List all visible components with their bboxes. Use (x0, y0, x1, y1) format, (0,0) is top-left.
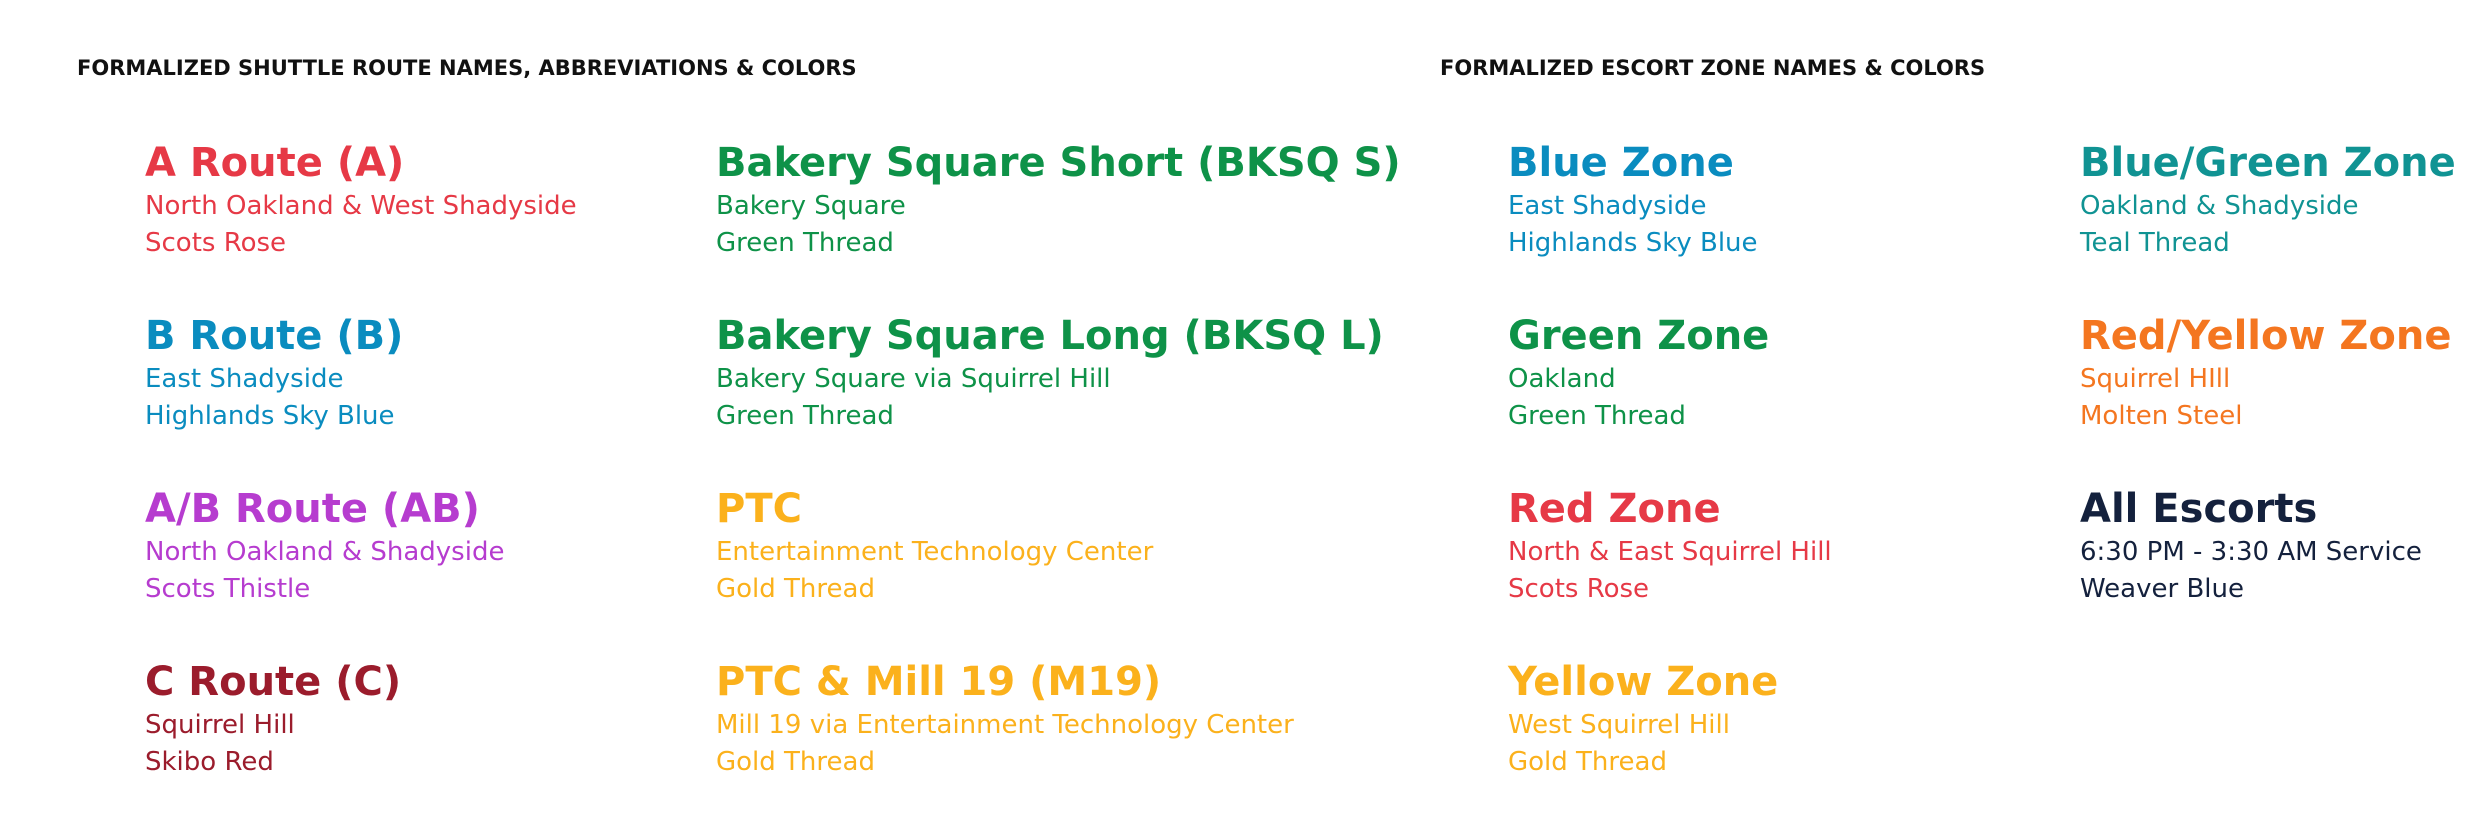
route-name: Bakery Square Long (BKSQ L) (716, 313, 1384, 359)
route-entry-bksq-s: Bakery Square Short (BKSQ S) Bakery Squa… (716, 138, 1401, 262)
route-name: C Route (C) (145, 659, 402, 705)
zone-name: All Escorts (2080, 486, 2318, 532)
zone-entry-blue: Blue Zone East Shadyside Highlands Sky B… (1508, 138, 1758, 262)
route-color-name: Gold Thread (716, 747, 875, 777)
zone-area: Oakland & Shadyside (2080, 191, 2359, 221)
zone-entry-red: Red Zone North & East Squirrel Hill Scot… (1508, 484, 1832, 608)
zone-area: Oakland (1508, 364, 1616, 394)
route-entry-ab: A/B Route (AB) North Oakland & Shadyside… (145, 484, 504, 608)
route-color-name: Gold Thread (716, 574, 875, 604)
zone-color-name: Scots Rose (1508, 574, 1650, 604)
zone-entry-yellow: Yellow Zone West Squirrel Hill Gold Thre… (1508, 657, 1778, 781)
route-area: North Oakland & West Shadyside (145, 191, 577, 221)
escort-section-heading: FORMALIZED ESCORT ZONE NAMES & COLORS (1440, 56, 1986, 80)
route-color-name: Scots Rose (145, 228, 287, 258)
route-name: PTC & Mill 19 (M19) (716, 659, 1162, 705)
zone-entry-blue-green: Blue/Green Zone Oakland & Shadyside Teal… (2080, 138, 2456, 262)
route-color-name: Green Thread (716, 228, 894, 258)
route-area: Squirrel Hill (145, 710, 295, 740)
route-area: Entertainment Technology Center (716, 537, 1154, 567)
route-area: Bakery Square via Squirrel Hill (716, 364, 1111, 394)
zone-name: Blue Zone (1508, 140, 1734, 186)
route-entry-ptc: PTC Entertainment Technology Center Gold… (716, 484, 1153, 608)
route-entry-b: B Route (B) East Shadyside Highlands Sky… (145, 311, 403, 435)
route-entry-bksq-l: Bakery Square Long (BKSQ L) Bakery Squar… (716, 311, 1384, 435)
zone-color-name: Weaver Blue (2080, 574, 2244, 604)
route-area: North Oakland & Shadyside (145, 537, 505, 567)
zone-name: Green Zone (1508, 313, 1770, 359)
route-entry-m19: PTC & Mill 19 (M19) Mill 19 via Entertai… (716, 657, 1294, 781)
zone-area: West Squirrel Hill (1508, 710, 1730, 740)
route-entry-a: A Route (A) North Oakland & West Shadysi… (145, 138, 577, 262)
route-color-name: Green Thread (716, 401, 894, 431)
zone-area: East Shadyside (1508, 191, 1707, 221)
route-entry-c: C Route (C) Squirrel Hill Skibo Red (145, 657, 401, 781)
route-color-name: Highlands Sky Blue (145, 401, 395, 431)
zone-name: Yellow Zone (1508, 659, 1779, 705)
zone-entry-green: Green Zone Oakland Green Thread (1508, 311, 1769, 435)
zone-color-name: Gold Thread (1508, 747, 1667, 777)
zone-color-name: Teal Thread (2080, 228, 2230, 258)
zone-color-name: Molten Steel (2080, 401, 2243, 431)
zone-name: Red/Yellow Zone (2080, 313, 2452, 359)
route-area: East Shadyside (145, 364, 344, 394)
zone-entry-all-escorts: All Escorts 6:30 PM - 3:30 AM Service We… (2080, 484, 2422, 608)
route-area: Bakery Square (716, 191, 906, 221)
route-name: B Route (B) (145, 313, 404, 359)
route-name: A Route (A) (145, 140, 405, 186)
shuttle-section-heading: FORMALIZED SHUTTLE ROUTE NAMES, ABBREVIA… (77, 56, 857, 80)
zone-name: Blue/Green Zone (2080, 140, 2456, 186)
route-color-name: Scots Thistle (145, 574, 311, 604)
route-name: A/B Route (AB) (145, 486, 480, 532)
route-area: Mill 19 via Entertainment Technology Cen… (716, 710, 1294, 740)
zone-color-name: Highlands Sky Blue (1508, 228, 1758, 258)
route-name: Bakery Square Short (BKSQ S) (716, 140, 1401, 186)
zone-entry-red-yellow: Red/Yellow Zone Squirrel HIll Molten Ste… (2080, 311, 2451, 435)
zone-area: Squirrel HIll (2080, 364, 2231, 394)
route-name: PTC (716, 486, 802, 532)
zone-area: North & East Squirrel Hill (1508, 537, 1832, 567)
zone-color-name: Green Thread (1508, 401, 1686, 431)
route-color-name: Skibo Red (145, 747, 274, 777)
zone-area: 6:30 PM - 3:30 AM Service (2080, 537, 2422, 567)
zone-name: Red Zone (1508, 486, 1721, 532)
